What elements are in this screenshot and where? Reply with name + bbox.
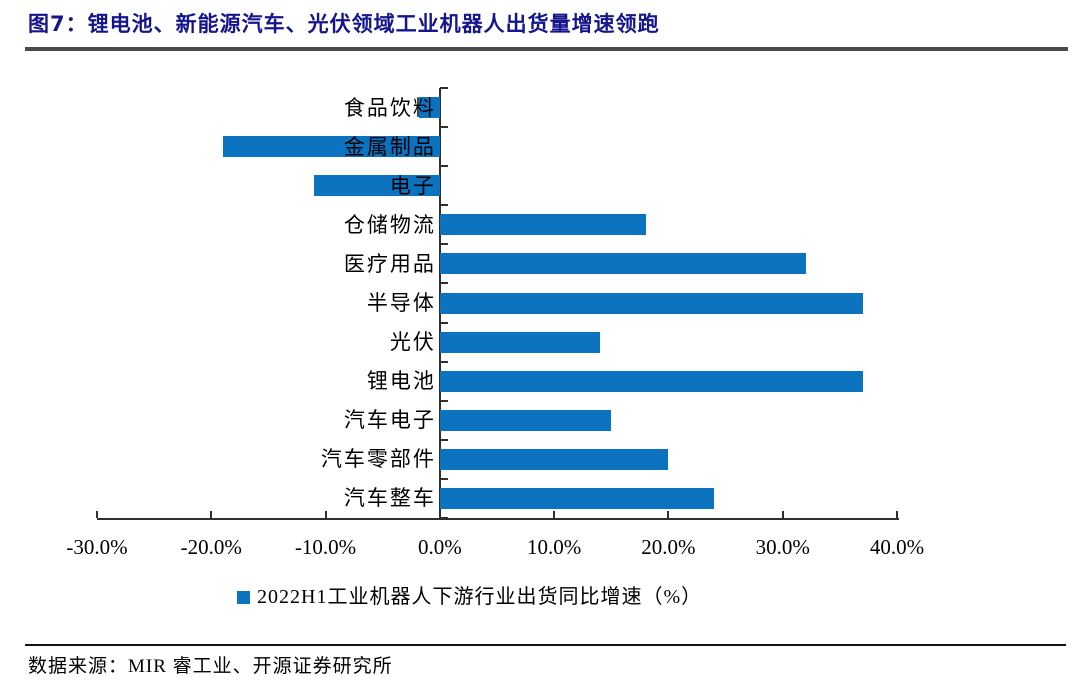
x-axis-tick: [210, 511, 213, 518]
legend-swatch-icon: [237, 590, 250, 604]
bar: [439, 331, 600, 353]
category-label: 仓储物流: [343, 212, 436, 237]
footer-divider: [25, 644, 1066, 646]
category-label: 金属制品: [343, 134, 436, 159]
y-axis-tick: [439, 517, 448, 519]
bar: [439, 487, 715, 509]
y-axis-tick: [439, 204, 448, 207]
category-label: 光伏: [389, 330, 436, 355]
x-axis-line: [97, 518, 899, 520]
bar: [439, 409, 612, 431]
y-axis-tick: [439, 87, 448, 89]
chart-legend: 2022H1工业机器人下游行业出货同比增速（%）: [237, 584, 702, 610]
x-tick-label: -30.0%: [66, 535, 128, 559]
x-tick-label: -20.0%: [180, 535, 242, 559]
y-axis-tick: [439, 243, 448, 246]
x-tick-label: 30.0%: [755, 535, 810, 559]
y-axis-tick: [439, 282, 448, 285]
x-axis-tick: [96, 511, 98, 518]
x-axis-tick: [781, 511, 784, 518]
bar: [419, 97, 440, 119]
bar: [439, 370, 863, 392]
x-tick-label: 0.0%: [417, 535, 462, 559]
y-axis-tick: [439, 399, 448, 402]
category-label: 汽车整车: [343, 486, 436, 511]
x-tick-label: 20.0%: [641, 535, 696, 559]
x-tick-label: -10.0%: [294, 535, 357, 559]
bar: [439, 448, 669, 470]
category-label: 汽车零部件: [320, 447, 436, 472]
x-axis-tick: [667, 511, 670, 518]
bar: [314, 175, 440, 197]
bar: [439, 214, 646, 236]
y-axis-tick: [439, 126, 448, 129]
x-tick-label: 40.0%: [869, 535, 925, 559]
y-axis-tick: [439, 360, 448, 363]
category-label: 电子: [389, 173, 436, 198]
bar: [439, 253, 806, 275]
y-axis-tick: [439, 165, 448, 168]
y-axis-tick: [439, 321, 448, 324]
y-axis-tick: [439, 438, 448, 441]
x-axis-tick: [438, 511, 441, 518]
y-axis-tick: [439, 477, 448, 480]
bar: [222, 136, 440, 158]
title-divider: [25, 47, 1068, 51]
x-axis-tick: [324, 511, 327, 518]
category-label: 汽车电子: [343, 408, 436, 433]
figure-title: 图7：锂电池、新能源汽车、光伏领域工业机器人出货量增速领跑: [28, 12, 660, 36]
category-label: 锂电池: [366, 369, 436, 394]
category-label: 医疗用品: [343, 251, 436, 276]
category-label: 半导体: [366, 291, 436, 315]
x-axis-tick: [553, 511, 556, 518]
x-tick-label: 10.0%: [527, 535, 582, 559]
category-label: 食品饮料: [343, 95, 436, 120]
data-source: 数据来源：MIR 睿工业、开源证券研究所: [28, 656, 393, 677]
bar: [439, 292, 863, 314]
legend-label: 2022H1工业机器人下游行业出货同比增速（%）: [257, 586, 703, 608]
x-axis-tick: [896, 511, 898, 518]
